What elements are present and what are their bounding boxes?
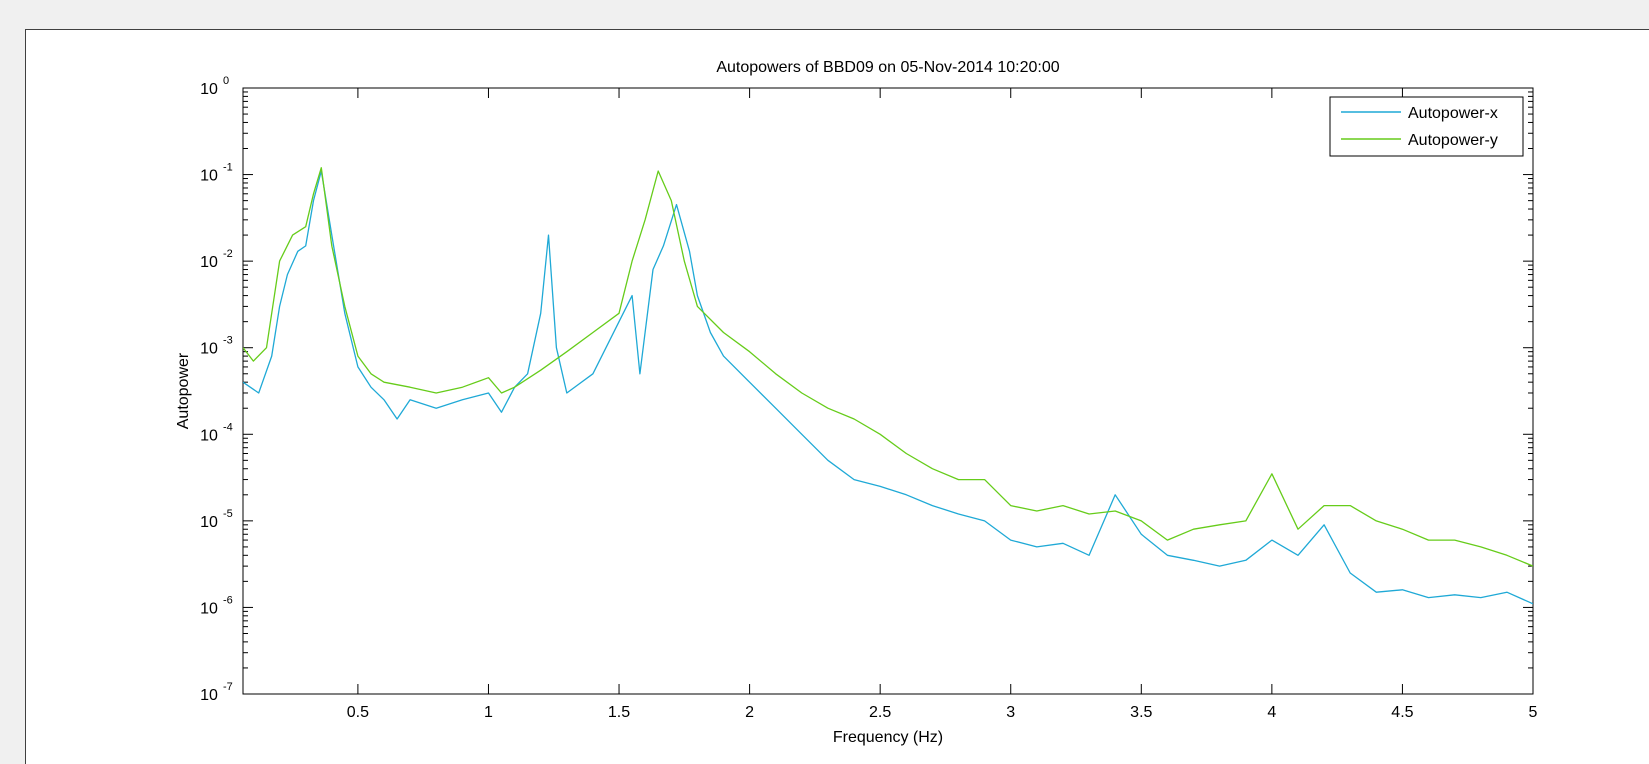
legend-label-autopower-y: Autopower-y	[1408, 132, 1498, 149]
x-tick-label: 4	[1267, 704, 1276, 721]
x-tick-label: 4.5	[1391, 704, 1413, 721]
y-tick-exponent: -4	[223, 421, 233, 433]
legend-label-autopower-x: Autopower-x	[1408, 105, 1498, 122]
y-tick-exponent: -5	[223, 508, 233, 520]
y-axis-label: Autopower	[175, 352, 192, 429]
legend: Autopower-x Autopower-y	[1329, 96, 1524, 157]
plot-area	[242, 87, 1534, 695]
y-tick-label: 10	[200, 427, 218, 444]
x-tick-label: 0.5	[347, 704, 369, 721]
y-tick-label: 10	[200, 168, 218, 185]
x-axis-label: Frequency (Hz)	[833, 729, 943, 746]
series-group	[243, 167, 1533, 605]
x-tick-label: 3.5	[1130, 704, 1152, 721]
y-tick-label: 10	[200, 341, 218, 358]
y-tick-label: 10	[200, 687, 218, 704]
x-tick-label: 1	[484, 704, 493, 721]
legend-box	[1329, 96, 1524, 157]
y-tick-exponent: 0	[223, 75, 229, 87]
series-line-autopower-y	[243, 167, 1533, 567]
x-tick-label: 5	[1529, 704, 1538, 721]
y-tick-exponent: -2	[223, 248, 233, 260]
y-tick-label: 10	[200, 254, 218, 271]
series-line-autopower-x	[243, 170, 1533, 605]
y-ticks: 10 0 10 -1 10 -2 10 -3 10 -4 10 -5 10 -6 10 -7	[200, 75, 1533, 704]
y-tick-exponent: -3	[223, 335, 233, 347]
y-tick-exponent: -6	[223, 594, 233, 606]
x-tick-label: 2.5	[869, 704, 891, 721]
x-tick-label: 1.5	[608, 704, 630, 721]
x-ticks: 0.5 1 1.5 2 2.5 3 3.5 4 4.5 5	[347, 88, 1538, 721]
y-tick-exponent: -1	[223, 162, 233, 174]
x-tick-label: 3	[1006, 704, 1015, 721]
y-tick-label: 10	[200, 600, 218, 617]
x-tick-label: 2	[745, 704, 754, 721]
chart-title: Autopowers of BBD09 on 05-Nov-2014 10:20…	[716, 59, 1059, 76]
y-tick-label: 10	[200, 81, 218, 98]
y-tick-label: 10	[200, 514, 218, 531]
y-tick-exponent: -7	[223, 681, 233, 693]
